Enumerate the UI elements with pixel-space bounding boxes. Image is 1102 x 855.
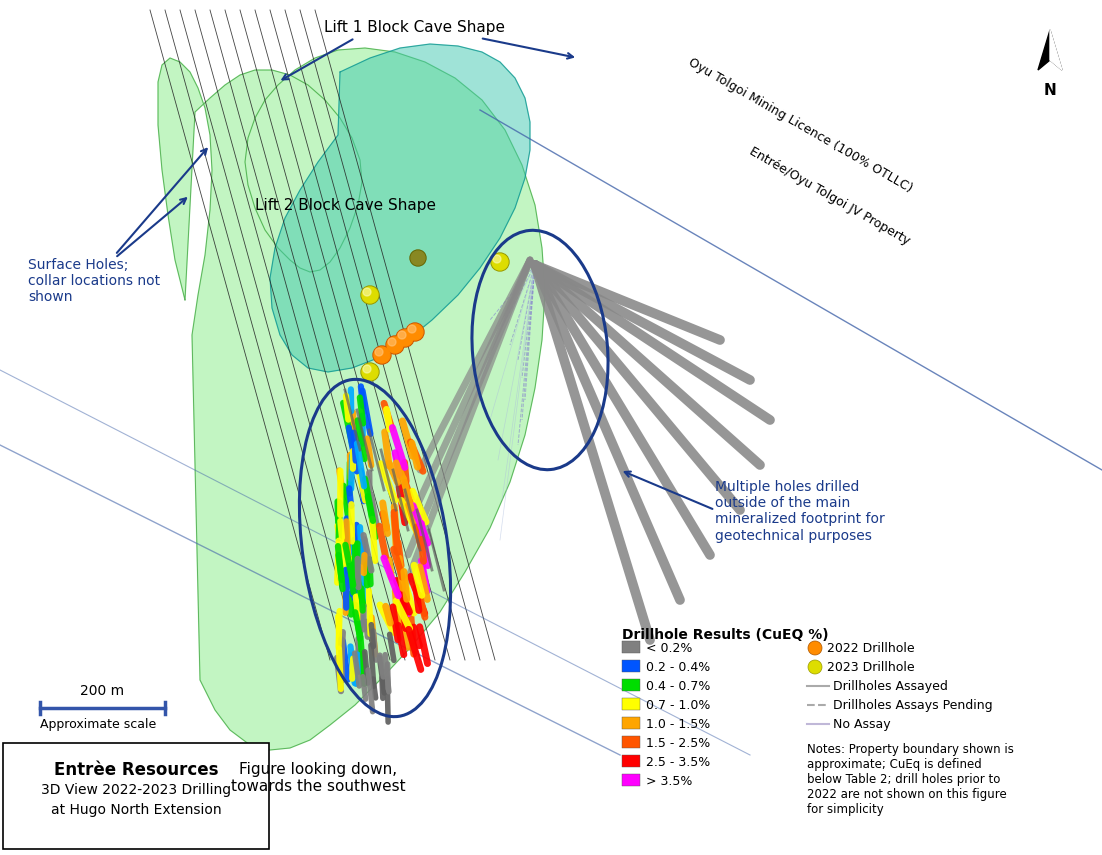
Text: 1.0 - 1.5%: 1.0 - 1.5% bbox=[646, 717, 711, 730]
Circle shape bbox=[374, 347, 390, 363]
Polygon shape bbox=[158, 48, 545, 750]
Circle shape bbox=[397, 330, 413, 346]
Text: Approximate scale: Approximate scale bbox=[40, 718, 156, 731]
Text: 0.2 - 0.4%: 0.2 - 0.4% bbox=[646, 661, 711, 674]
Text: Entrée/Oyu Tolgoi JV Property: Entrée/Oyu Tolgoi JV Property bbox=[747, 145, 912, 248]
Circle shape bbox=[363, 288, 371, 296]
FancyBboxPatch shape bbox=[3, 743, 269, 849]
Bar bbox=[622, 774, 640, 786]
Text: < 0.2%: < 0.2% bbox=[646, 641, 692, 654]
Circle shape bbox=[406, 323, 424, 341]
Text: Lift 2 Block Cave Shape: Lift 2 Block Cave Shape bbox=[255, 198, 436, 213]
Text: 200 m: 200 m bbox=[80, 684, 125, 698]
Polygon shape bbox=[1050, 30, 1062, 70]
Circle shape bbox=[361, 364, 378, 380]
Bar bbox=[622, 736, 640, 748]
Text: Figure looking down,
towards the southwest: Figure looking down, towards the southwe… bbox=[230, 762, 406, 794]
Bar bbox=[622, 698, 640, 710]
Text: 0.7 - 1.0%: 0.7 - 1.0% bbox=[646, 699, 711, 711]
Text: No Assay: No Assay bbox=[833, 717, 890, 730]
Bar bbox=[622, 660, 640, 672]
Text: Lift 1 Block Cave Shape: Lift 1 Block Cave Shape bbox=[324, 20, 506, 35]
Circle shape bbox=[388, 338, 396, 346]
Circle shape bbox=[410, 250, 426, 266]
Text: Surface Holes;
collar locations not
shown: Surface Holes; collar locations not show… bbox=[28, 258, 160, 304]
Text: Drillholes Assays Pending: Drillholes Assays Pending bbox=[833, 699, 993, 711]
Text: 2022 Drillhole: 2022 Drillhole bbox=[826, 641, 915, 654]
Text: 0.4 - 0.7%: 0.4 - 0.7% bbox=[646, 680, 711, 693]
Bar bbox=[622, 755, 640, 767]
Circle shape bbox=[375, 348, 383, 356]
Circle shape bbox=[408, 325, 415, 333]
Circle shape bbox=[396, 329, 414, 347]
Text: Notes: Property boundary shown is
approximate; CuEq is defined
below Table 2; dr: Notes: Property boundary shown is approx… bbox=[807, 743, 1014, 816]
Circle shape bbox=[386, 336, 404, 354]
Circle shape bbox=[491, 253, 509, 271]
Circle shape bbox=[411, 251, 425, 265]
Circle shape bbox=[398, 331, 406, 339]
Text: Drillhole Results (CuEQ %): Drillhole Results (CuEQ %) bbox=[622, 628, 829, 642]
Circle shape bbox=[808, 660, 822, 674]
Text: 3D View 2022-2023 Drilling
at Hugo North Extension: 3D View 2022-2023 Drilling at Hugo North… bbox=[41, 783, 231, 817]
Text: 2.5 - 3.5%: 2.5 - 3.5% bbox=[646, 756, 711, 769]
Circle shape bbox=[491, 254, 508, 270]
Text: 2023 Drillhole: 2023 Drillhole bbox=[826, 661, 915, 674]
Circle shape bbox=[387, 337, 403, 353]
Bar bbox=[622, 679, 640, 691]
Text: Drillholes Assayed: Drillholes Assayed bbox=[833, 680, 948, 693]
Polygon shape bbox=[1038, 30, 1062, 70]
Circle shape bbox=[361, 363, 379, 381]
Text: Multiple holes drilled
outside of the main
mineralized footprint for
geotechnica: Multiple holes drilled outside of the ma… bbox=[715, 480, 885, 543]
Text: > 3.5%: > 3.5% bbox=[646, 775, 692, 787]
Circle shape bbox=[372, 346, 391, 364]
Text: N: N bbox=[1044, 83, 1057, 98]
Circle shape bbox=[361, 286, 379, 304]
Text: Entrèe Resources: Entrèe Resources bbox=[54, 761, 218, 779]
Circle shape bbox=[361, 287, 378, 303]
Circle shape bbox=[363, 365, 371, 373]
Circle shape bbox=[808, 641, 822, 655]
Circle shape bbox=[493, 255, 501, 263]
Bar bbox=[622, 641, 640, 653]
Text: Oyu Tolgoi Mining Licence (100% OTLLC): Oyu Tolgoi Mining Licence (100% OTLLC) bbox=[685, 56, 915, 195]
Bar bbox=[622, 717, 640, 729]
Text: 1.5 - 2.5%: 1.5 - 2.5% bbox=[646, 736, 711, 750]
Circle shape bbox=[407, 324, 423, 340]
Polygon shape bbox=[270, 44, 530, 372]
